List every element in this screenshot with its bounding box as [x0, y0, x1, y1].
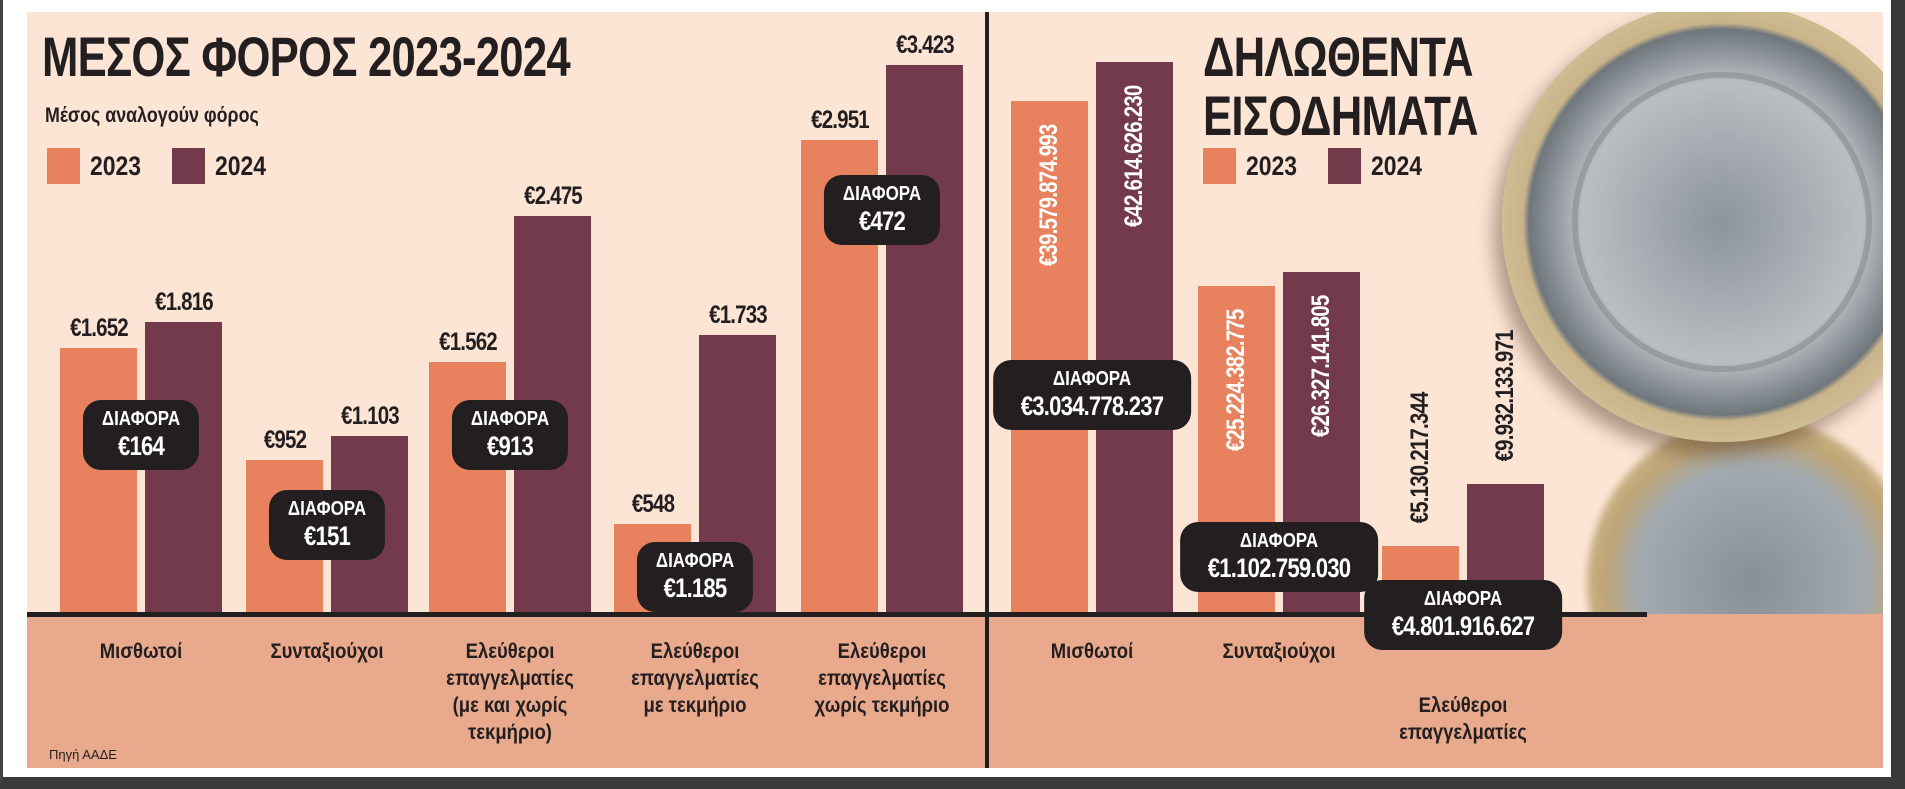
- value-label: €42.614.626.230: [1119, 85, 1148, 228]
- difference-badge: ΔΙΑΦΟΡΑ €3.034.778.237: [995, 362, 1189, 428]
- difference-value: €3.034.778.237: [1020, 391, 1164, 421]
- difference-value: €151: [304, 521, 351, 551]
- difference-label: ΔΙΑΦΟΡΑ: [1423, 588, 1503, 610]
- difference-value: €1.185: [663, 573, 728, 603]
- difference-value: €913: [487, 431, 534, 461]
- value-label: €9.932.133.971: [1490, 330, 1519, 462]
- difference-badge: ΔΙΑΦΟΡΑ €913: [453, 402, 567, 468]
- chart-title-right-line2: ΕΙΣΟΔΗΜΑΤΑ: [1203, 84, 1478, 147]
- category-label: Ελεύθεροι επαγγελματίες (με και χωρίς τεκμή…: [413, 638, 607, 746]
- bar-2024: [886, 65, 963, 612]
- category-label: Μισθωτοί: [44, 638, 238, 665]
- difference-label: ΔΙΑΦΟΡΑ: [1239, 530, 1319, 552]
- category-label-line: Μισθωτοί: [99, 640, 183, 663]
- category-label-line: Ελεύθεροι: [465, 640, 555, 663]
- infographic: ΜΕΣΟΣ ΦΟΡΟΣ 2023-2024 Μέσος αναλογούν φό…: [27, 12, 1883, 768]
- category-label-line: επαγγελματίες: [818, 667, 946, 690]
- value-label: €3.423: [895, 31, 955, 59]
- category-label-line: τεκμήριο): [468, 721, 552, 744]
- difference-badge: ΔΙΑΦΟΡΑ €151: [270, 492, 384, 558]
- value-label: €548: [631, 490, 674, 519]
- value-label: €26.327.141.805: [1306, 295, 1335, 438]
- legend-swatch-2024: [172, 148, 206, 184]
- category-label: Ελεύθεροι επαγγελματίες: [1366, 638, 1560, 746]
- difference-label: ΔΙΑΦΟΡΑ: [842, 183, 922, 205]
- value-label: €1.733: [708, 301, 768, 330]
- chart-title-left: ΜΕΣΟΣ ΦΟΡΟΣ 2023-2024: [42, 25, 571, 88]
- category-label-line: επαγγελματίες: [1399, 721, 1527, 744]
- difference-label: ΔΙΑΦΟΡΑ: [287, 498, 367, 520]
- category-label-line: επαγγελματίες: [631, 667, 759, 690]
- difference-badge: ΔΙΑΦΟΡΑ €4.801.916.627: [1366, 582, 1560, 648]
- chart-title-right-line1: ΔΗΛΩΘΕΝΤΑ: [1203, 25, 1474, 88]
- source-note: Πηγή ΑΑΔΕ: [49, 747, 117, 762]
- euro-coin-owl-image: [1502, 12, 1883, 442]
- difference-label: ΔΙΑΦΟΡΑ: [655, 550, 735, 572]
- legend-label: 2024: [1371, 150, 1423, 181]
- category-label: Ελεύθεροι επαγγελματίες με τεκμήριο: [598, 638, 792, 719]
- legend-swatch-2023: [47, 148, 80, 184]
- category-label: Μισθωτοί: [995, 638, 1189, 665]
- difference-badge: ΔΙΑΦΟΡΑ €1.185: [638, 544, 752, 610]
- category-band: [27, 614, 1883, 768]
- value-label: €952: [263, 425, 306, 454]
- legend-right: 2023 2024: [1203, 148, 1445, 184]
- category-label-line: (με και χωρίς: [452, 694, 568, 717]
- bar-2024: [1096, 62, 1173, 612]
- category-label: Συνταξιούχοι: [1182, 638, 1376, 665]
- difference-value: €1.102.759.030: [1207, 553, 1351, 583]
- category-label-line: Συνταξιούχοι: [1222, 640, 1336, 663]
- chart-divider: [985, 12, 989, 768]
- value-label: €2.475: [523, 182, 583, 211]
- legend-swatch-2024: [1328, 148, 1362, 184]
- bar-2023: [429, 362, 506, 612]
- chart-subtitle: Μέσος αναλογούν φόρος: [45, 104, 259, 127]
- value-label: €39.579.874.993: [1034, 124, 1063, 267]
- category-label-line: [1366, 638, 1560, 665]
- category-label-line: Ελεύθεροι: [1418, 694, 1508, 717]
- value-label: €2.951: [810, 106, 870, 135]
- legend-swatch-2023: [1203, 148, 1236, 184]
- bar-2023: [60, 348, 137, 612]
- x-axis-line: [27, 612, 1647, 617]
- category-label-line: επαγγελματίες: [446, 667, 574, 690]
- legend-label: 2023: [90, 150, 142, 181]
- value-label: €5.130.217.344: [1405, 392, 1434, 524]
- value-label: €1.816: [154, 287, 214, 316]
- bar-2023: [1011, 101, 1088, 612]
- value-label: €25.224.382.775: [1221, 309, 1250, 452]
- category-label: Ελεύθεροι επαγγελματίες χωρίς τεκμήριο: [785, 638, 979, 719]
- difference-label: ΔΙΑΦΟΡΑ: [1052, 368, 1132, 390]
- difference-label: ΔΙΑΦΟΡΑ: [470, 408, 550, 430]
- category-label-line: Ελεύθεροι: [837, 640, 927, 663]
- value-label: €1.562: [438, 328, 498, 357]
- legend-label: 2024: [215, 150, 267, 181]
- category-label-line: Μισθωτοί: [1050, 640, 1134, 663]
- difference-value: €4.801.916.627: [1391, 611, 1535, 641]
- legend-label: 2023: [1246, 150, 1298, 181]
- category-label: Συνταξιούχοι: [230, 638, 424, 665]
- category-label-line: χωρίς τεκμήριο: [814, 694, 950, 717]
- category-label-line: Συνταξιούχοι: [270, 640, 384, 663]
- difference-badge: ΔΙΑΦΟΡΑ €472: [825, 177, 939, 243]
- difference-value: €164: [118, 431, 165, 461]
- difference-badge: ΔΙΑΦΟΡΑ €1.102.759.030: [1182, 524, 1376, 590]
- difference-badge: ΔΙΑΦΟΡΑ €164: [84, 402, 198, 468]
- legend-left: 2023 2024: [47, 148, 289, 184]
- value-label: €1.103: [340, 401, 400, 430]
- category-label-line: [1366, 665, 1560, 692]
- category-label-line: Ελεύθεροι: [650, 640, 740, 663]
- difference-label: ΔΙΑΦΟΡΑ: [101, 408, 181, 430]
- difference-value: €472: [859, 206, 906, 236]
- category-label-line: με τεκμήριο: [643, 694, 747, 717]
- value-label: €1.652: [69, 314, 129, 342]
